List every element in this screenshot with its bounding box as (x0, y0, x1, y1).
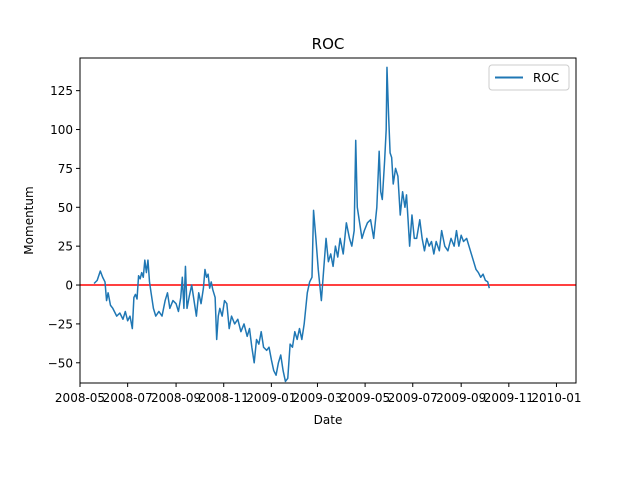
y-tick-label: −50 (48, 356, 73, 370)
y-tick-label: 50 (58, 201, 73, 215)
x-tick-label: 2008-11 (199, 391, 249, 405)
y-tick-label: 75 (58, 162, 73, 176)
y-tick-label: 100 (50, 123, 73, 137)
chart-title: ROC (312, 35, 345, 53)
x-tick-label: 2008-07 (103, 391, 153, 405)
x-tick-label: 2009-01 (246, 391, 296, 405)
y-axis-label: Momentum (22, 186, 36, 254)
series-line-roc (93, 66, 491, 383)
x-tick-label: 2009-11 (484, 391, 534, 405)
x-tick-label: 2008-05 (55, 391, 105, 405)
legend-label: ROC (533, 71, 559, 85)
x-tick-label: 2009-09 (436, 391, 486, 405)
x-tick-label: 2009-03 (292, 391, 342, 405)
x-tick-label: 2009-05 (340, 391, 390, 405)
legend: ROC (488, 64, 570, 91)
x-tick-label: 2009-07 (388, 391, 438, 405)
x-tick-label: 2008-09 (151, 391, 201, 405)
y-tick-label: 25 (58, 240, 73, 254)
y-tick-label: 125 (50, 84, 73, 98)
y-tick-label: 0 (65, 279, 73, 293)
plot-frame (79, 57, 577, 384)
x-tick-label: 2010-01 (531, 391, 581, 405)
y-tick-label: −25 (48, 317, 73, 331)
legend-box (488, 64, 570, 91)
x-axis-label: Date (314, 413, 343, 427)
